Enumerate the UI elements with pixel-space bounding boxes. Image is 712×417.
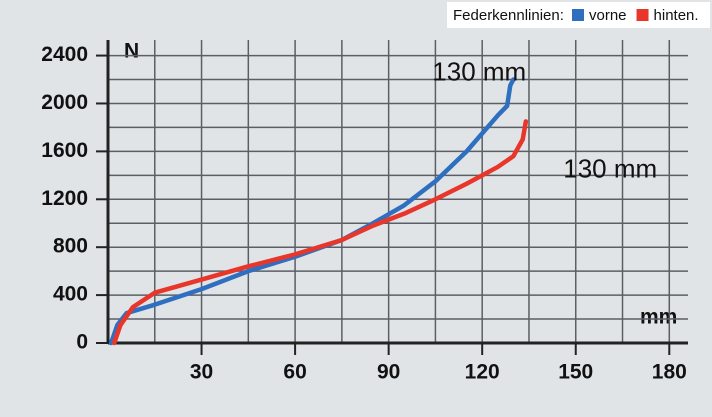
x-tick-label: 30 [190, 361, 213, 384]
y-tick-label: 1600 [41, 139, 88, 162]
y-tick-label: 0 [76, 331, 88, 354]
x-tick-label: 60 [283, 361, 306, 384]
legend-title: Federkennlinien: [453, 7, 564, 24]
x-tick-label: 120 [465, 361, 500, 384]
legend-label: hinten. [654, 7, 699, 24]
annotation: 130 mm [432, 56, 526, 86]
data-line [111, 119, 529, 346]
y-tick-label: 800 [53, 235, 88, 258]
annotation: 130 mm [563, 153, 657, 183]
y-tick-label: 2400 [41, 43, 88, 66]
legend-swatch [636, 9, 649, 21]
y-tick-label: 400 [53, 283, 88, 306]
legend-swatch [572, 9, 584, 21]
legend-label: vorne [589, 7, 627, 24]
y-tick-label: 1200 [41, 187, 88, 210]
data-line [108, 77, 516, 346]
x-tick-label: 150 [558, 361, 593, 384]
x-tick-label: 90 [377, 361, 400, 384]
x-tick-label: 180 [652, 361, 687, 384]
y-tick-label: 2000 [41, 91, 88, 114]
y-axis-label: N [124, 40, 139, 63]
x-axis-label: mm [640, 306, 677, 329]
